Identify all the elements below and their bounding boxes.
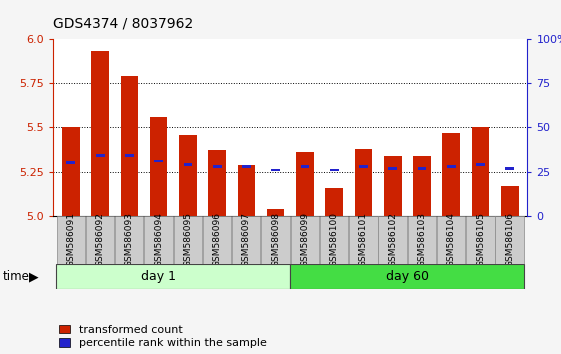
Text: GDS4374 / 8037962: GDS4374 / 8037962 xyxy=(53,16,194,30)
Bar xyxy=(330,169,339,171)
Text: day 60: day 60 xyxy=(386,270,429,283)
Bar xyxy=(388,167,397,170)
Bar xyxy=(359,165,368,168)
Bar xyxy=(355,149,373,216)
Bar xyxy=(325,188,343,216)
Text: GSM586096: GSM586096 xyxy=(213,212,222,267)
Text: GSM586100: GSM586100 xyxy=(330,212,339,267)
Bar xyxy=(125,154,134,157)
Bar xyxy=(301,165,309,168)
Bar xyxy=(86,216,114,264)
Bar xyxy=(115,216,144,264)
Bar xyxy=(501,186,518,216)
Bar xyxy=(154,160,163,162)
Text: GSM586095: GSM586095 xyxy=(183,212,192,267)
Bar xyxy=(472,127,489,216)
Text: GSM586105: GSM586105 xyxy=(476,212,485,267)
Text: GSM586103: GSM586103 xyxy=(417,212,426,267)
Bar xyxy=(238,165,255,216)
Bar xyxy=(203,216,231,264)
Bar xyxy=(495,216,524,264)
Bar xyxy=(208,150,226,216)
Bar xyxy=(291,216,319,264)
Text: day 1: day 1 xyxy=(141,270,176,283)
Bar xyxy=(261,216,289,264)
Text: GSM586091: GSM586091 xyxy=(66,212,75,267)
Bar xyxy=(213,165,222,168)
Text: GSM586094: GSM586094 xyxy=(154,212,163,267)
Text: GSM586102: GSM586102 xyxy=(388,212,397,267)
Text: GSM586099: GSM586099 xyxy=(301,212,310,267)
Bar xyxy=(91,51,109,216)
Bar xyxy=(408,216,436,264)
Text: GSM586092: GSM586092 xyxy=(95,212,104,267)
Bar xyxy=(349,216,378,264)
Bar xyxy=(183,163,192,166)
Bar xyxy=(272,169,280,171)
Text: GSM586106: GSM586106 xyxy=(505,212,514,267)
Bar xyxy=(150,117,167,216)
Text: GSM586098: GSM586098 xyxy=(271,212,280,267)
Bar xyxy=(242,165,251,168)
Text: ▶: ▶ xyxy=(29,270,39,283)
Bar xyxy=(179,135,197,216)
Bar xyxy=(384,156,402,216)
Bar xyxy=(173,216,202,264)
Bar xyxy=(466,216,495,264)
Bar xyxy=(96,154,104,157)
Bar xyxy=(505,167,514,170)
Bar xyxy=(296,152,314,216)
Bar xyxy=(379,216,407,264)
Bar xyxy=(66,161,75,164)
Text: GSM586097: GSM586097 xyxy=(242,212,251,267)
Bar xyxy=(320,216,348,264)
Text: time: time xyxy=(3,270,30,282)
Bar xyxy=(437,216,465,264)
Bar xyxy=(144,216,173,264)
Bar xyxy=(121,76,138,216)
Bar xyxy=(232,216,260,264)
Bar xyxy=(267,209,284,216)
Bar xyxy=(443,133,460,216)
Bar xyxy=(447,165,456,168)
Bar xyxy=(56,264,291,289)
Text: GSM586093: GSM586093 xyxy=(125,212,134,267)
Legend: transformed count, percentile rank within the sample: transformed count, percentile rank withi… xyxy=(59,325,266,348)
Bar xyxy=(291,264,525,289)
Bar xyxy=(476,163,485,166)
Bar xyxy=(62,127,80,216)
Text: GSM586101: GSM586101 xyxy=(359,212,368,267)
Text: GSM586104: GSM586104 xyxy=(447,212,456,267)
Bar xyxy=(417,167,426,170)
Bar xyxy=(57,216,85,264)
Bar xyxy=(413,156,431,216)
